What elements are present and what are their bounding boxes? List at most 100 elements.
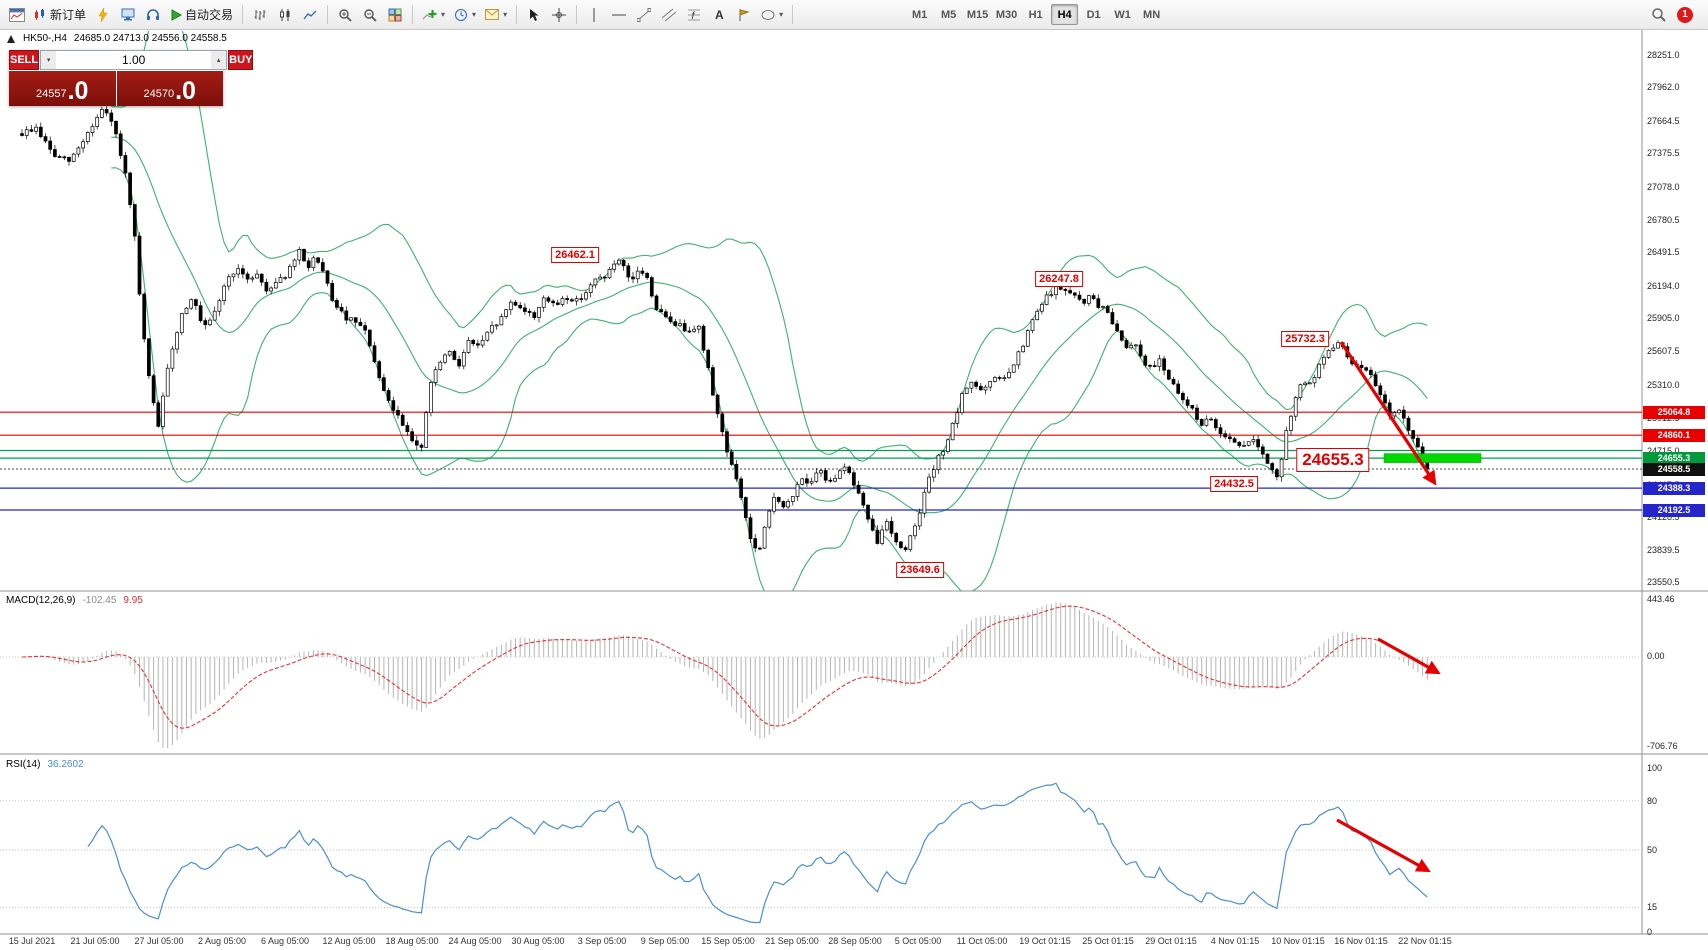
volume-input[interactable] (56, 51, 212, 69)
buy-button[interactable]: BUY (228, 50, 254, 70)
price-annotation-label[interactable]: 25732.3 (1281, 331, 1329, 347)
fibonacci-icon: f (688, 9, 701, 22)
price-scale-tick: 23839.5 (1647, 545, 1680, 555)
timeframe-button-h1[interactable]: H1 (1022, 4, 1049, 25)
monitor-icon (121, 8, 135, 21)
sell-button[interactable]: SELL (9, 50, 40, 70)
price-annotation-label[interactable]: 23649.6 (896, 562, 944, 578)
toolbar-separator (516, 5, 518, 24)
price-scale-tick: 23550.5 (1647, 577, 1680, 587)
crosshair-button[interactable] (547, 3, 571, 27)
text-button[interactable]: A (707, 3, 731, 27)
channel-icon (662, 8, 677, 21)
zoom-out-button[interactable] (358, 3, 382, 27)
buy-price-pips: .0 (175, 77, 196, 105)
price-annotation-label[interactable]: 24432.5 (1210, 476, 1258, 492)
data-window-button[interactable] (116, 3, 140, 27)
candlestick-chart-button[interactable] (273, 3, 297, 27)
tile-windows-button[interactable] (383, 3, 407, 27)
trade-panel-top-row: SELL ▾ ▴ BUY (9, 50, 254, 70)
time-axis-label: 15 Sep 05:00 (701, 936, 755, 946)
rsi-title: RSI(14) 36.2602 (6, 759, 84, 770)
sell-price-display[interactable]: 24557.0 (9, 71, 116, 106)
time-axis-label: 21 Sep 05:00 (765, 936, 819, 946)
bar-chart-icon (254, 9, 266, 20)
toolbar-separator (792, 5, 794, 24)
volume-increase-button[interactable]: ▴ (211, 51, 227, 69)
time-axis-label: 3 Sep 05:00 (577, 936, 627, 946)
new-order-button[interactable]: 新订单 (30, 3, 90, 27)
timeframe-button-m5[interactable]: M5 (935, 4, 962, 25)
shapes-button[interactable]: ▾ (757, 3, 787, 27)
time-axis-label: 11 Oct 05:00 (956, 936, 1008, 946)
bar-chart-button[interactable] (248, 3, 272, 27)
price-axis-badge: 24860.1 (1643, 429, 1705, 442)
price-scale-tick: 27078.0 (1647, 182, 1680, 192)
price-axis-badge: 24388.3 (1643, 482, 1705, 495)
buy-price-main: 24570 (143, 88, 175, 100)
new-chart-icon (9, 7, 25, 22)
buy-price-display[interactable]: 24570.0 (116, 71, 223, 106)
cursor-button[interactable] (522, 3, 546, 27)
tile-windows-icon (388, 8, 402, 21)
price-scale-tick: 26491.5 (1647, 247, 1680, 257)
alerts-button[interactable]: ▾ (481, 3, 511, 27)
rsi-scale-tick: 50 (1647, 845, 1658, 855)
red-arrow-3[interactable] (1336, 818, 1431, 873)
price-axis-badge: 24558.5 (1643, 463, 1705, 476)
line-chart-button[interactable] (298, 3, 322, 27)
zoom-in-button[interactable] (333, 3, 357, 27)
price-axis-badge: 24655.3 (1643, 452, 1705, 465)
periods-button[interactable]: ▾ (450, 3, 480, 27)
indicators-button[interactable]: ▾ (418, 3, 449, 27)
price-scale-tick: 24128.5 (1647, 512, 1680, 522)
candlestick-icon (280, 8, 290, 21)
vertical-line-icon (593, 7, 595, 22)
fibonacci-button[interactable]: f (682, 3, 706, 27)
price-scale-tick: 25607.5 (1647, 346, 1680, 356)
metaeditor-button[interactable] (91, 3, 115, 27)
support-button[interactable] (141, 3, 165, 27)
new-chart-button[interactable] (5, 3, 29, 27)
timeframe-button-m1[interactable]: M1 (906, 4, 933, 25)
volume-decrease-button[interactable]: ▾ (41, 51, 57, 69)
timeframe-button-w1[interactable]: W1 (1109, 4, 1136, 25)
time-axis-label: 27 Jul 05:00 (134, 936, 184, 946)
search-button[interactable] (1646, 3, 1670, 27)
algo-trading-button[interactable]: 自动交易 (166, 3, 237, 27)
toolbar-right-group: 1 (1646, 3, 1693, 27)
price-annotation-label[interactable]: 26247.8 (1035, 271, 1083, 287)
red-arrow-2[interactable] (1377, 637, 1441, 675)
channel-button[interactable] (657, 3, 681, 27)
trendline-button[interactable] (632, 3, 656, 27)
price-scale-tick: 27375.5 (1647, 148, 1680, 158)
symbol-period-label: HK50-,H4 (23, 33, 67, 44)
timeframe-button-mn[interactable]: MN (1138, 4, 1165, 25)
label-button[interactable] (732, 3, 756, 27)
search-icon (1651, 8, 1666, 22)
dropdown-caret-icon: ▾ (503, 10, 508, 19)
timeframe-button-h4[interactable]: H4 (1051, 4, 1079, 25)
price-scale-tick: 24715.0 (1647, 446, 1680, 456)
time-axis-label: 30 Aug 05:00 (511, 936, 565, 946)
one-click-trading-panel: SELL ▾ ▴ BUY 24557.0 24570.0 (9, 50, 254, 106)
support-highlight-bar[interactable] (1383, 453, 1482, 463)
svg-text:A: A (715, 8, 724, 21)
rsi-scale-tick: 100 (1647, 763, 1663, 773)
timeframe-button-m30[interactable]: M30 (993, 4, 1020, 25)
macd-scale-top: 443.46 (1647, 594, 1675, 604)
red-arrow-1[interactable] (1339, 341, 1437, 486)
horizontal-line-button[interactable] (607, 3, 631, 27)
price-annotation-label[interactable]: 24655.3 (1296, 448, 1370, 472)
chart-symbol-icon (7, 34, 15, 43)
play-icon (171, 8, 183, 21)
price-annotation-label[interactable]: 26462.1 (551, 247, 599, 263)
macd-title: MACD(12,26,9) -102.45 9.95 (6, 595, 143, 606)
flag-icon (739, 8, 750, 21)
timeframe-button-m15[interactable]: M15 (964, 4, 991, 25)
vertical-line-button[interactable] (582, 3, 606, 27)
timeframe-button-d1[interactable]: D1 (1080, 4, 1107, 25)
notifications-badge[interactable]: 1 (1677, 6, 1693, 23)
time-axis-label: 22 Nov 01:15 (1398, 936, 1452, 946)
